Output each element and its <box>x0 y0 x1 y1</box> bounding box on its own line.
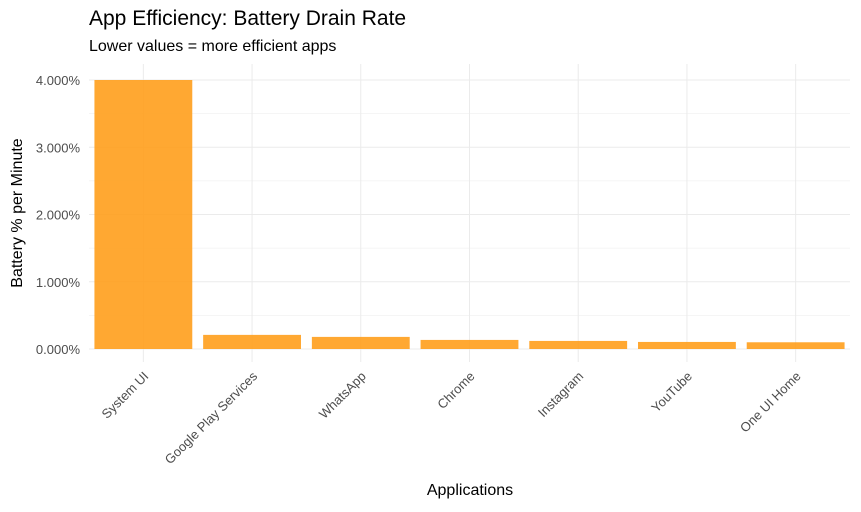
chart-title: App Efficiency: Battery Drain Rate <box>89 7 407 30</box>
chart-subtitle: Lower values = more efficient apps <box>89 38 337 55</box>
x-tick-label: Chrome <box>434 369 477 412</box>
y-tick-label: 0.000% <box>36 342 81 357</box>
bar <box>746 342 845 349</box>
x-tick-label: System UI <box>98 369 151 422</box>
x-tick-label: One UI Home <box>737 369 804 436</box>
x-tick-label: Instagram <box>535 369 586 420</box>
y-tick-label: 4.000% <box>36 73 81 88</box>
bar <box>420 339 519 349</box>
bar <box>203 334 301 349</box>
bar <box>638 341 736 349</box>
x-tick-label: Google Play Services <box>162 368 261 467</box>
x-tick-label: WhatsApp <box>316 369 369 422</box>
x-axis-label: Applications <box>426 482 514 499</box>
bar <box>94 80 193 349</box>
bar <box>311 336 410 349</box>
x-tick-labels: System UI Google Play Services WhatsApp Chr… <box>98 368 803 467</box>
bar <box>529 340 628 349</box>
bars <box>94 80 845 349</box>
y-tick-label: 1.000% <box>36 275 81 290</box>
grid-lines <box>89 64 850 362</box>
y-tick-labels: 0.000% 1.000% 2.000% 3.000% 4.000% <box>36 73 81 357</box>
y-tick-label: 2.000% <box>36 208 81 223</box>
y-tick-label: 3.000% <box>36 140 81 155</box>
x-tick-label: YouTube <box>648 369 695 416</box>
